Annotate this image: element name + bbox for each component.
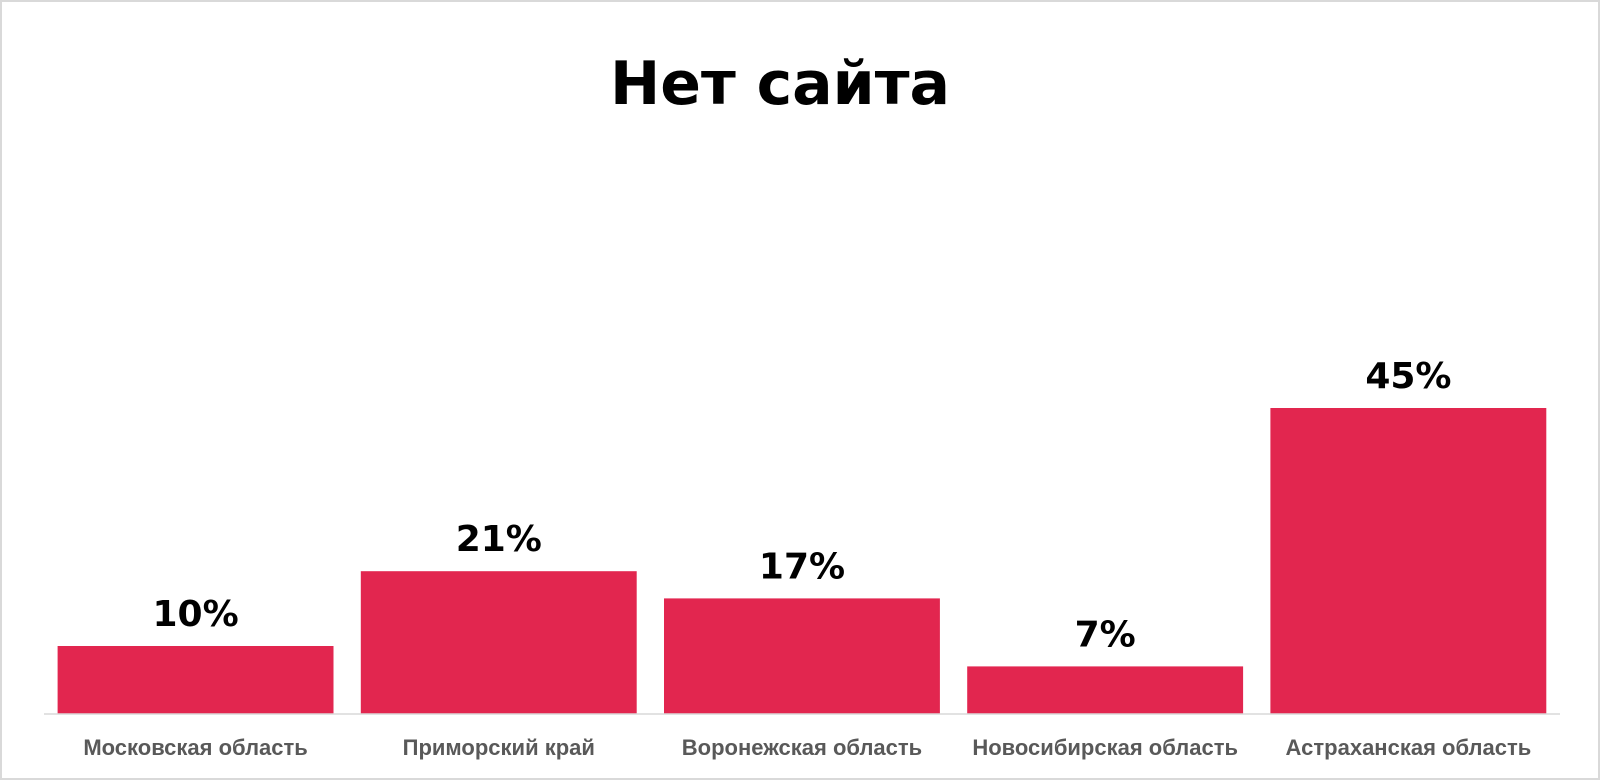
chart-title: Нет сайта xyxy=(610,49,950,119)
value-label-1: 10% xyxy=(153,594,239,635)
bar-4 xyxy=(967,666,1244,714)
category-label-1: Московская область xyxy=(83,735,308,760)
category-label-4: Новосибирская область xyxy=(972,735,1238,760)
bar-5 xyxy=(1270,408,1547,714)
value-label-3: 17% xyxy=(759,546,845,587)
labels-layer: 10% Московская область 21% Приморский край 1… xyxy=(83,356,1531,760)
bars-layer xyxy=(57,408,1547,714)
bar-1 xyxy=(57,646,334,714)
category-label-3: Воронежская область xyxy=(682,735,922,760)
bar-2 xyxy=(360,571,637,714)
category-label-2: Приморский край xyxy=(403,735,595,760)
bar-3 xyxy=(664,598,940,714)
value-label-4: 7% xyxy=(1075,614,1136,655)
category-label-5: Астраханская область xyxy=(1286,735,1532,760)
value-label-5: 45% xyxy=(1365,356,1451,397)
value-label-2: 21% xyxy=(456,519,542,560)
